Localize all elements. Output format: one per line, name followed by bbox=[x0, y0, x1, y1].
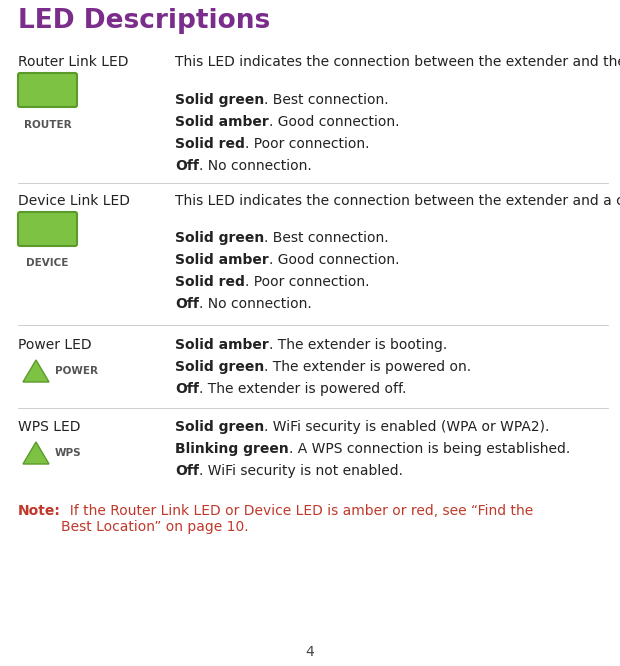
Text: . The extender is powered on.: . The extender is powered on. bbox=[264, 360, 471, 374]
Text: . Poor connection.: . Poor connection. bbox=[245, 275, 370, 289]
Text: . The extender is booting.: . The extender is booting. bbox=[268, 338, 447, 352]
Text: . Good connection.: . Good connection. bbox=[268, 115, 399, 129]
Text: 4: 4 bbox=[306, 645, 314, 659]
Text: . Best connection.: . Best connection. bbox=[264, 231, 389, 245]
Text: Solid amber: Solid amber bbox=[175, 253, 268, 267]
Text: Off: Off bbox=[175, 382, 199, 396]
Text: Solid red: Solid red bbox=[175, 275, 245, 289]
Text: Solid amber: Solid amber bbox=[175, 338, 268, 352]
Text: . The extender is powered off.: . The extender is powered off. bbox=[199, 382, 406, 396]
Text: Blinking green: Blinking green bbox=[175, 442, 289, 456]
Text: . No connection.: . No connection. bbox=[199, 159, 312, 173]
Text: . WiFi security is not enabled.: . WiFi security is not enabled. bbox=[199, 464, 403, 478]
Text: . Poor connection.: . Poor connection. bbox=[245, 137, 370, 151]
Text: Off: Off bbox=[175, 159, 199, 173]
Text: WPS: WPS bbox=[55, 448, 82, 458]
Text: Off: Off bbox=[175, 464, 199, 478]
Text: Solid green: Solid green bbox=[175, 93, 264, 107]
Text: Router Link LED: Router Link LED bbox=[18, 55, 128, 69]
Text: DEVICE: DEVICE bbox=[26, 258, 69, 268]
Text: Power LED: Power LED bbox=[18, 338, 92, 352]
FancyBboxPatch shape bbox=[18, 212, 77, 246]
Text: Solid green: Solid green bbox=[175, 420, 264, 434]
Polygon shape bbox=[23, 442, 49, 464]
Text: This LED indicates the connection between the extender and a computer or mobile : This LED indicates the connection betwee… bbox=[175, 194, 620, 208]
Text: ROUTER: ROUTER bbox=[24, 120, 71, 130]
Text: This LED indicates the connection between the extender and the router or access : This LED indicates the connection betwee… bbox=[175, 55, 620, 69]
Text: Solid green: Solid green bbox=[175, 231, 264, 245]
Text: . Good connection.: . Good connection. bbox=[268, 253, 399, 267]
Text: LED Descriptions: LED Descriptions bbox=[18, 8, 270, 34]
Text: Device Link LED: Device Link LED bbox=[18, 194, 130, 208]
Text: . No connection.: . No connection. bbox=[199, 297, 312, 311]
Text: Solid red: Solid red bbox=[175, 137, 245, 151]
Text: . A WPS connection is being established.: . A WPS connection is being established. bbox=[289, 442, 570, 456]
Text: . WiFi security is enabled (WPA or WPA2).: . WiFi security is enabled (WPA or WPA2)… bbox=[264, 420, 549, 434]
Text: If the Router Link LED or Device LED is amber or red, see “Find the
Best Locatio: If the Router Link LED or Device LED is … bbox=[61, 504, 533, 534]
FancyBboxPatch shape bbox=[18, 73, 77, 107]
Text: . Best connection.: . Best connection. bbox=[264, 93, 389, 107]
Text: POWER: POWER bbox=[55, 366, 98, 376]
Text: Off: Off bbox=[175, 297, 199, 311]
Polygon shape bbox=[23, 360, 49, 382]
Text: Solid green: Solid green bbox=[175, 360, 264, 374]
Text: WPS LED: WPS LED bbox=[18, 420, 81, 434]
Text: Solid amber: Solid amber bbox=[175, 115, 268, 129]
Text: Note:: Note: bbox=[18, 504, 61, 518]
